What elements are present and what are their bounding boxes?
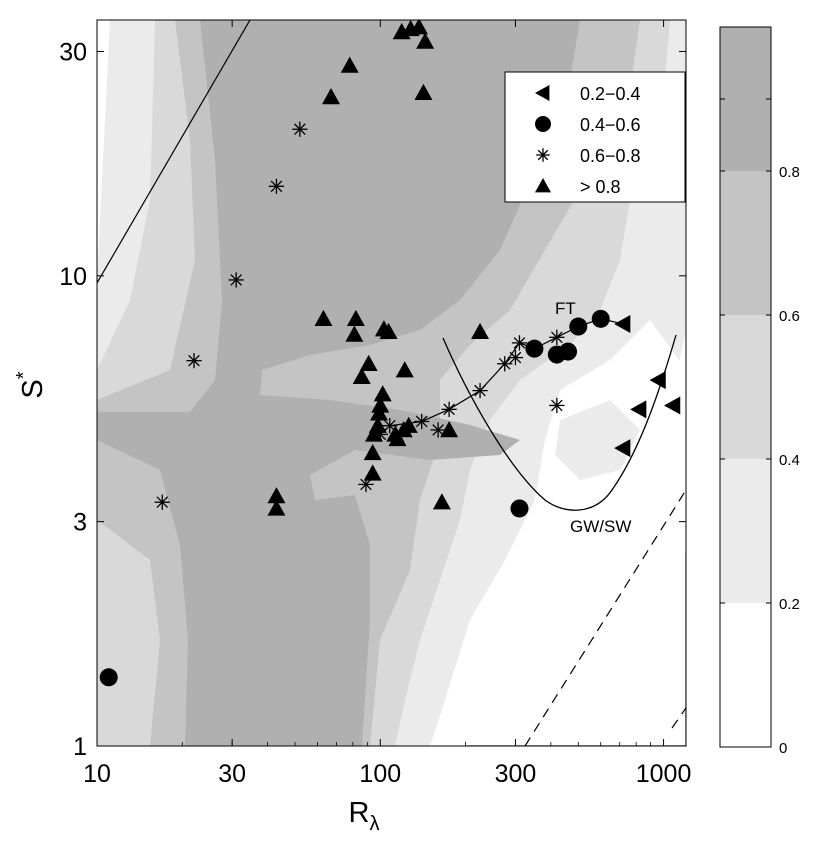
y-tick-label: 3 (73, 509, 87, 537)
triangle-up-marker (416, 32, 435, 49)
asterisk-marker (228, 272, 244, 288)
triangle-up-marker (379, 322, 398, 340)
triangle-up-marker (359, 354, 378, 371)
colorbar-tick-label: 0.6 (779, 308, 800, 325)
plot-frame (96, 19, 687, 747)
colorbar-frame (719, 26, 772, 748)
triangle-left-marker (649, 371, 666, 390)
y-axis: 1 3 10 30 (59, 38, 686, 761)
triangle-up-marker (267, 499, 286, 516)
triangle-up-marker (346, 309, 365, 327)
colorbar-level (720, 171, 771, 315)
y-axis-label: S* (13, 371, 49, 398)
colorbar-tick-label: 0.2 (779, 596, 800, 613)
asterisk-marker (430, 422, 446, 438)
triangle-up-marker (471, 322, 490, 340)
y-tick-label: 1 (73, 733, 87, 761)
dashed-line-2 (671, 707, 686, 729)
circle-marker (559, 342, 578, 361)
triangle-up-marker (352, 367, 371, 384)
asterisk-marker (186, 353, 202, 369)
data-markers (99, 20, 681, 687)
x-tick-label: 100 (359, 760, 401, 788)
x-axis-label: Rλ (349, 797, 380, 835)
legend-box (504, 71, 686, 203)
legend-label: 0.6−0.8 (580, 146, 641, 166)
legend-marker-triangle-up (535, 178, 551, 193)
colorbar-level (720, 315, 771, 459)
annotations: FT GW/SW (555, 299, 631, 536)
ft-curve (442, 334, 677, 511)
asterisk-marker (497, 356, 513, 372)
triangle-left-marker (630, 400, 647, 419)
triangle-up-marker (340, 56, 359, 73)
y-tick-label: 10 (59, 263, 87, 291)
y-tick-label: 30 (59, 38, 87, 66)
contour-level-4 (97, 20, 580, 746)
asterisk-marker (441, 401, 457, 417)
triangle-up-marker (364, 425, 383, 442)
legend: 0.2−0.4 0.4−0.6 0.6−0.8 > 0.8 (504, 71, 686, 203)
colorbar-level (720, 27, 771, 171)
colorbar-tick-label: 0.4 (779, 452, 800, 469)
triangle-left-marker (614, 439, 631, 458)
triangle-left-marker (664, 396, 681, 415)
asterisk-marker (549, 397, 565, 414)
triangle-up-marker (388, 429, 407, 447)
upper-left-line (97, 20, 251, 284)
x-tick-label: 10 (83, 760, 111, 788)
triangle-up-marker (345, 325, 364, 342)
triangle-up-marker (267, 487, 286, 504)
asterisk-marker (472, 382, 488, 399)
triangle-up-marker (410, 20, 429, 35)
x-tick-label: 300 (495, 760, 537, 788)
colorbar-level (720, 603, 771, 747)
annotation-label: FT (555, 299, 576, 318)
circle-marker (510, 499, 529, 518)
circle-marker (569, 317, 588, 336)
asterisk-marker (507, 349, 524, 366)
legend-marker-circle (535, 116, 551, 132)
legend-label: 0.2−0.4 (580, 84, 641, 104)
triangle-up-marker (373, 385, 392, 402)
circle-marker (99, 668, 118, 687)
circle-marker (525, 339, 544, 358)
triangle-up-marker (440, 420, 459, 438)
triangle-up-marker (363, 464, 382, 481)
triangle-left-marker (614, 314, 631, 333)
legend-marker-triangle-left (535, 85, 550, 101)
triangle-up-marker (314, 309, 333, 327)
asterisk-marker (414, 413, 430, 430)
x-axis: 10 30 100 300 1000 (83, 20, 691, 788)
triangle-up-marker (322, 88, 341, 105)
legend-label: > 0.8 (580, 177, 621, 197)
triangle-up-marker (399, 416, 418, 433)
circle-marker (591, 309, 610, 328)
triangle-up-marker (368, 416, 387, 433)
triangle-up-marker (371, 396, 390, 413)
contour-white-pocket (555, 400, 640, 480)
triangle-up-marker (395, 361, 414, 378)
x-tick-label: 1000 (636, 760, 692, 788)
triangle-up-marker (432, 493, 451, 510)
legend-marker-asterisk (536, 148, 550, 162)
legend-label: 0.4−0.6 (580, 115, 641, 135)
asterisk-marker (268, 178, 285, 194)
contour-white-region (468, 330, 686, 746)
asterisk-marker (549, 329, 565, 345)
asterisk-marker (382, 418, 398, 434)
triangle-up-marker (414, 83, 433, 101)
x-tick-label: 30 (218, 760, 246, 788)
asterisk-marker (154, 494, 170, 510)
colorbar-tick-label: 0.8 (779, 164, 800, 181)
asterisk-marker (292, 121, 308, 137)
colorbar: 0 0.2 0.4 0.6 0.8 (719, 26, 800, 757)
triangle-up-marker (363, 443, 382, 461)
colorbar-level (720, 459, 771, 603)
annotation-label: GW/SW (570, 517, 631, 536)
asterisk-marker (511, 335, 528, 351)
colorbar-tick-label: 0 (779, 740, 787, 757)
